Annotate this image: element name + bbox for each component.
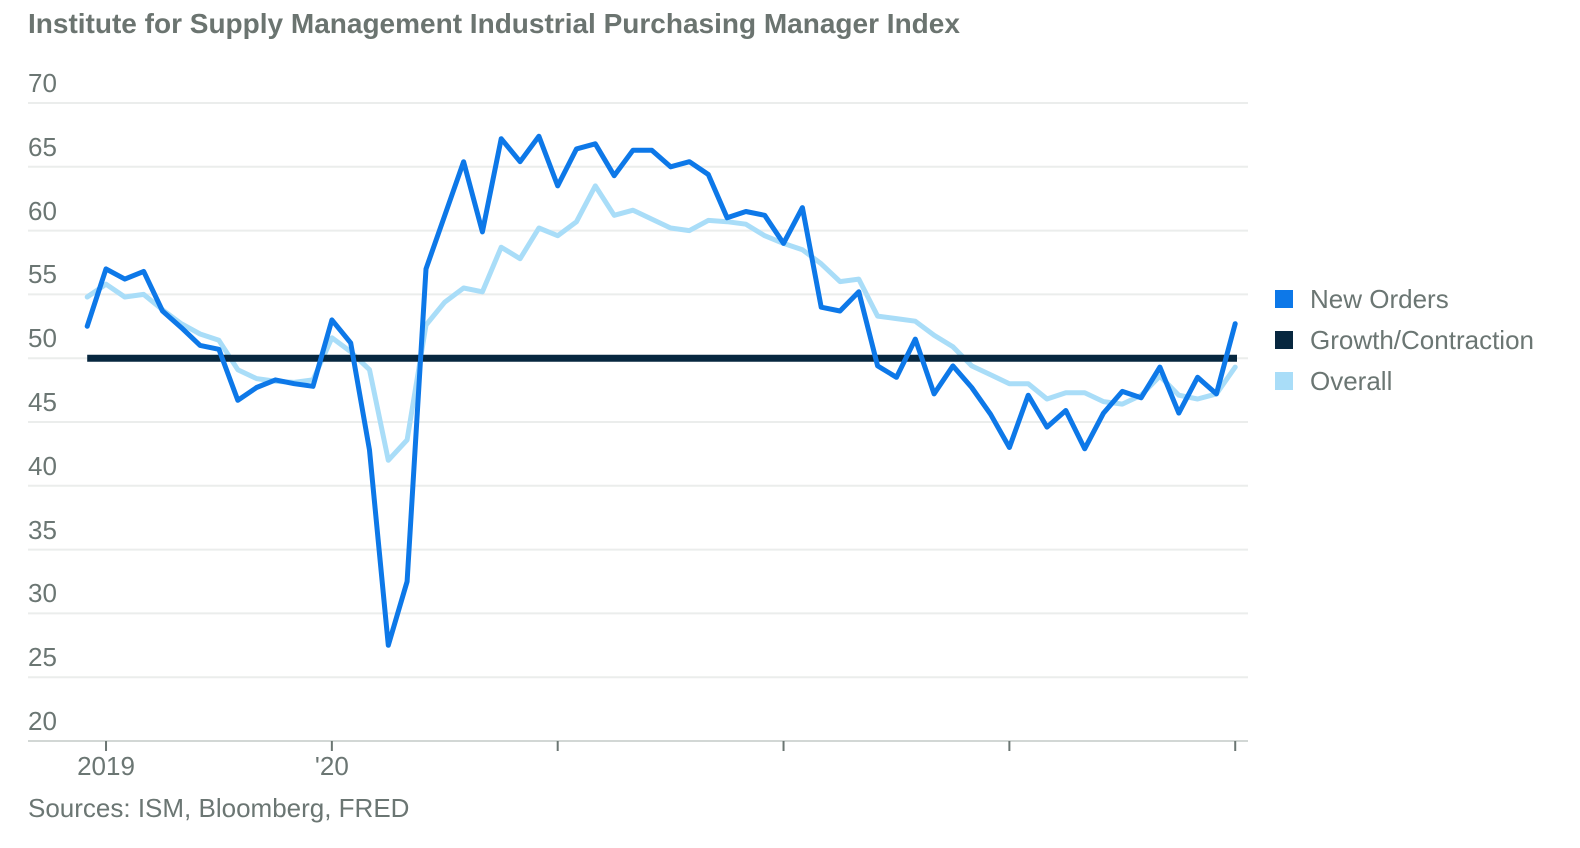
chart-title: Institute for Supply Management Industri… — [28, 8, 960, 39]
source-note: Sources: ISM, Bloomberg, FRED — [28, 793, 410, 823]
y-axis-label: 40 — [28, 450, 57, 481]
y-axis-label: 55 — [28, 259, 57, 290]
y-axis-label: 30 — [28, 578, 57, 609]
legend-swatch — [1275, 372, 1293, 390]
y-axis-label: 50 — [28, 323, 57, 354]
legend-item-growth-contraction: Growth/Contraction — [1275, 325, 1534, 355]
legend: New Orders Growth/Contraction Overall — [1275, 284, 1534, 396]
line-new-orders — [84, 133, 1238, 648]
y-axis-label: 45 — [28, 387, 57, 417]
x-axis-label: 2019 — [77, 751, 135, 781]
y-axis-label: 60 — [28, 195, 57, 226]
y-axis-label: 25 — [28, 642, 57, 673]
y-axis-label: 35 — [28, 514, 57, 545]
legend-swatch — [1275, 331, 1293, 349]
y-axis-label: 65 — [28, 131, 57, 162]
legend-label: Overall — [1310, 366, 1393, 396]
y-axis-label: 20 — [28, 706, 57, 736]
x-axis-label: '20 — [314, 751, 349, 781]
legend-label: Growth/Contraction — [1310, 325, 1534, 355]
y-axis-label: 70 — [28, 68, 57, 98]
legend-item-new-orders: New Orders — [1275, 284, 1534, 314]
legend-swatch — [1275, 290, 1293, 308]
line-overall — [84, 183, 1238, 463]
legend-label: New Orders — [1310, 284, 1449, 314]
legend-item-overall: Overall — [1275, 366, 1534, 396]
